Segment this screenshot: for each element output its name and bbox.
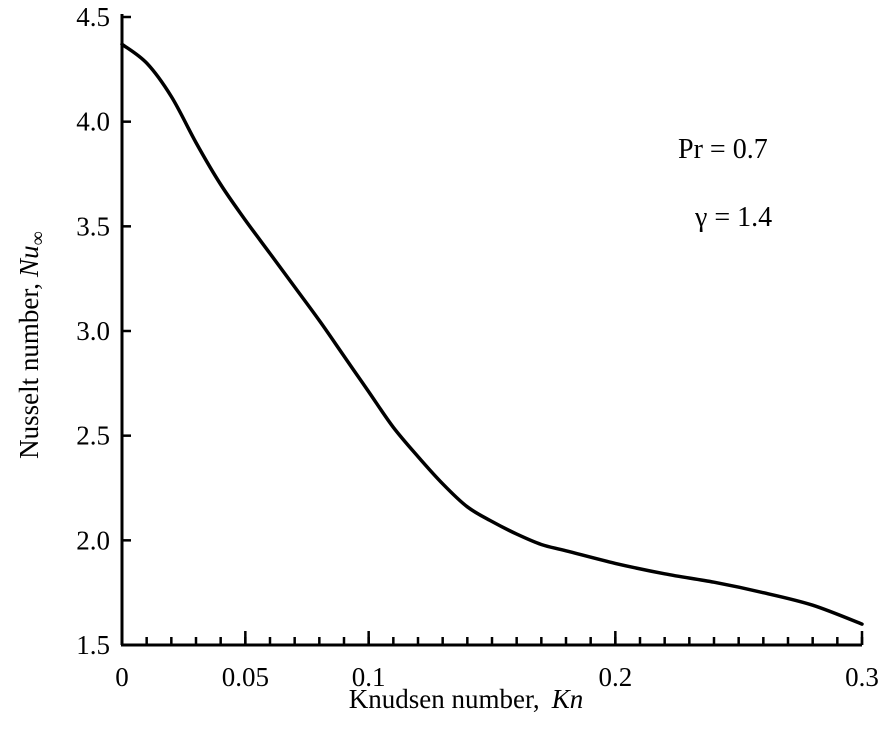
y-tick-label: 3.0 — [76, 316, 110, 346]
annotation-gamma: γ = 1.4 — [694, 202, 772, 233]
x-axis-label: Knudsen number, Kn — [349, 684, 583, 714]
y-tick-label: 4.0 — [76, 107, 110, 137]
axes — [120, 14, 862, 647]
x-axis-label-text: Knudsen number, — [349, 684, 540, 714]
annotation-pr: Pr = 0.7 — [678, 134, 768, 165]
y-axis-label-text: Nusselt number, — [14, 283, 44, 459]
x-tick-label: 0.05 — [222, 662, 269, 692]
x-axis-label-symbol: Kn — [551, 684, 584, 714]
series — [120, 42, 864, 626]
y-axis-label-symbol: Nu — [14, 245, 44, 278]
y-tick-label: 3.5 — [76, 211, 110, 241]
y-tick-label: 1.5 — [76, 630, 110, 660]
y-axis-label: Nusselt number, Nu∞ — [14, 231, 49, 459]
y-tick-label: 4.5 — [76, 2, 110, 32]
tick-labels: 1.5 2.0 2.5 3.0 3.5 4.0 4.5 0 0.05 0.1 0.2 0.3 — [76, 2, 879, 692]
x-tick-label: 0.1 — [352, 662, 386, 692]
x-tick-label: 0 — [115, 662, 129, 692]
ticks — [120, 15, 864, 647]
y-tick-label: 2.5 — [76, 421, 110, 451]
x-tick-label: 0.2 — [598, 662, 632, 692]
y-axis-label-subscript: ∞ — [27, 231, 49, 245]
x-tick-label: 0.3 — [845, 662, 879, 692]
nusselt-curve — [120, 42, 864, 626]
y-tick-label: 2.0 — [76, 525, 110, 555]
